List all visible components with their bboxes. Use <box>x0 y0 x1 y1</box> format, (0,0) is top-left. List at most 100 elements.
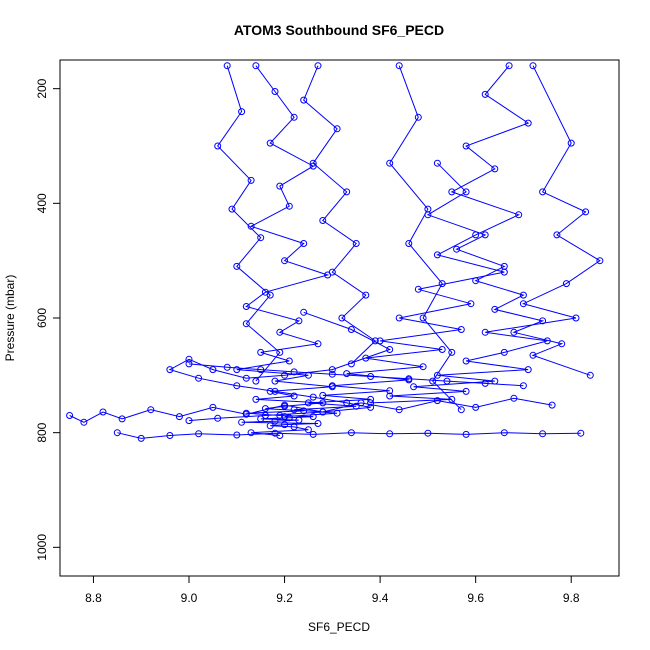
data-point <box>386 387 394 395</box>
data-point <box>242 320 250 328</box>
series-line <box>236 65 333 436</box>
data-point <box>300 96 308 104</box>
data-point <box>276 182 284 190</box>
x-tick-label: 9.6 <box>467 591 484 605</box>
data-point <box>367 399 375 407</box>
data-point <box>247 429 255 437</box>
x-axis: 8.8 9.0 9.2 9.4 9.6 9.8 <box>85 575 580 605</box>
series-line <box>426 162 591 376</box>
data-point <box>252 62 260 70</box>
data-point <box>453 245 461 253</box>
data-point <box>347 360 355 368</box>
data-point <box>281 371 289 379</box>
data-point <box>257 348 265 356</box>
data-point <box>166 432 174 439</box>
data-point <box>281 421 289 429</box>
data-point <box>333 125 341 133</box>
data-point <box>271 417 279 425</box>
data-point <box>185 360 193 368</box>
data-point <box>539 317 547 325</box>
data-point <box>319 408 327 416</box>
data-point <box>500 429 508 437</box>
x-tick-label: 9.4 <box>372 591 389 605</box>
data-point <box>314 62 322 70</box>
data-point <box>376 337 384 345</box>
data-point <box>510 394 518 402</box>
data-point <box>395 314 403 322</box>
data-point <box>519 291 527 299</box>
data-point <box>519 382 527 390</box>
data-point <box>433 251 441 259</box>
data-point <box>257 234 265 242</box>
data-point <box>285 202 293 210</box>
data-point <box>414 285 422 293</box>
series-8 <box>300 62 379 368</box>
data-point <box>238 108 246 116</box>
data-point <box>462 188 470 196</box>
series-5 <box>113 429 585 442</box>
data-point <box>300 240 308 247</box>
data-point <box>238 418 246 426</box>
data-point <box>281 401 289 409</box>
chart-title: ATOM3 Southbound SF6_PECD <box>234 22 444 38</box>
data-point <box>328 268 336 276</box>
data-point <box>209 366 217 374</box>
data-point <box>386 159 394 167</box>
y-tick-label: 600 <box>35 308 49 328</box>
data-point <box>472 277 480 285</box>
data-point <box>539 188 547 196</box>
data-point <box>362 354 370 362</box>
data-point <box>405 375 413 383</box>
data-point <box>386 392 394 400</box>
data-point <box>433 371 441 379</box>
data-point <box>448 395 456 403</box>
data-point <box>113 429 121 437</box>
data-point <box>567 139 575 147</box>
data-point <box>462 142 470 150</box>
data-point <box>99 408 107 416</box>
series-line <box>117 432 581 439</box>
data-point <box>214 142 222 150</box>
series-line <box>69 397 553 423</box>
data-point <box>524 366 532 374</box>
series-line <box>284 65 530 418</box>
data-point <box>276 348 284 356</box>
data-point <box>481 379 489 387</box>
data-point <box>290 423 298 431</box>
y-tick-label: 800 <box>35 422 49 442</box>
data-point <box>414 113 422 121</box>
data-point <box>242 303 250 310</box>
data-point <box>419 363 427 371</box>
data-point <box>472 403 480 411</box>
plot-frame <box>59 59 620 577</box>
data-point <box>285 357 293 365</box>
data-point <box>505 62 513 70</box>
data-point <box>500 262 508 270</box>
data-point <box>438 346 446 353</box>
data-point <box>309 393 317 401</box>
data-point <box>166 366 174 374</box>
x-tick-label: 9.8 <box>563 591 580 605</box>
data-point <box>457 406 465 414</box>
data-point <box>185 417 193 425</box>
data-point <box>424 429 432 437</box>
series-9 <box>214 62 284 385</box>
data-point <box>433 397 441 405</box>
data-point <box>214 414 222 422</box>
data-point <box>481 231 489 239</box>
data-point <box>481 328 489 336</box>
series-1 <box>281 62 532 421</box>
data-point <box>276 328 284 336</box>
data-point <box>419 314 427 322</box>
data-point <box>529 62 537 70</box>
data-point <box>137 434 145 442</box>
data-point <box>395 62 403 70</box>
data-point <box>233 366 241 374</box>
data-point <box>185 355 193 363</box>
data-point <box>266 422 274 430</box>
data-point <box>233 431 241 439</box>
data-point <box>257 366 265 374</box>
data-point <box>357 399 365 407</box>
series-line <box>217 65 281 382</box>
